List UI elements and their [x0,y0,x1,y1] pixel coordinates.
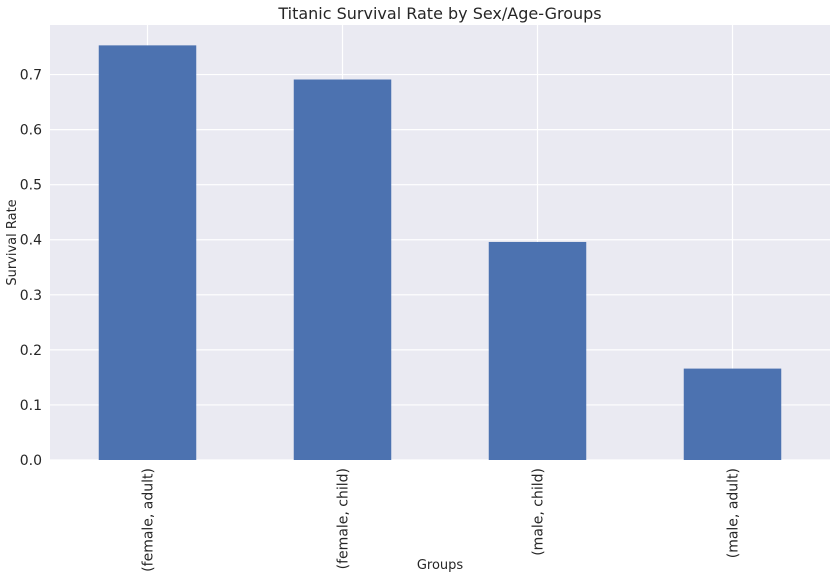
y-tick-label: 0.6 [20,123,42,139]
y-tick-label: 0.5 [20,178,42,194]
x-axis-ticks: (female, adult) (female, child) (male, chi… [141,468,742,572]
y-tick-label: 0.7 [20,68,42,84]
bar [683,368,782,460]
x-tick-label: (male, child) [531,468,547,556]
y-tick-label: 0.2 [20,343,42,359]
x-tick-label: (male, adult) [726,468,742,558]
y-tick-label: 0.0 [20,453,42,469]
bars [98,45,782,461]
x-axis-label: Groups [417,558,464,573]
x-tick-label: (female, adult) [141,468,157,572]
bar [488,241,587,460]
y-axis-label: Survival Rate [5,199,20,285]
y-tick-label: 0.4 [20,233,42,249]
y-axis-ticks: 0.0 0.1 0.2 0.3 0.4 0.5 0.6 0.7 [20,68,42,469]
chart-title: Titanic Survival Rate by Sex/Age-Groups [277,4,601,23]
x-tick-label: (female, child) [336,468,352,569]
bar [98,45,197,461]
y-tick-label: 0.3 [20,288,42,304]
y-tick-label: 0.1 [20,398,42,414]
bar [293,79,392,460]
